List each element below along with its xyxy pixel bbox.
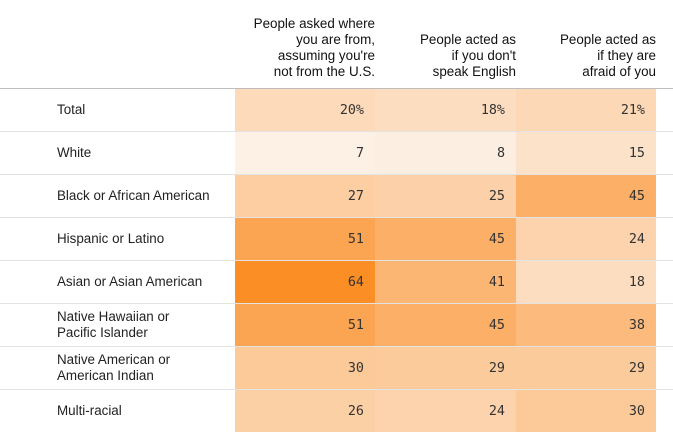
- table-row: Asian or Asian American 64 41 18: [0, 260, 673, 303]
- heatmap-cell: 18%: [375, 89, 516, 131]
- heatmap-table-body: Total 20% 18% 21% White 7 8 15 Black or African …: [0, 88, 673, 432]
- heatmap-cell: 41: [375, 261, 516, 303]
- row-label: Black or African American: [57, 188, 210, 203]
- heatmap-cell: 64: [235, 261, 375, 303]
- heatmap-cell: 24: [375, 390, 516, 432]
- heatmap-cell: 29: [375, 347, 516, 389]
- heatmap-cell: 30: [235, 347, 375, 389]
- heatmap-cell: 29: [516, 347, 656, 389]
- row-label: Asian or Asian American: [57, 274, 203, 289]
- table-row: Multi-racial 26 24 30: [0, 389, 673, 432]
- heatmap-cell: 20%: [235, 89, 375, 131]
- heatmap-cell: 24: [516, 218, 656, 260]
- row-label: Native American or American Indian: [57, 352, 171, 383]
- heatmap-cell: 18: [516, 261, 656, 303]
- heatmap-cell: 7: [235, 132, 375, 174]
- heatmap-cell: 51: [235, 304, 375, 346]
- heatmap-cell: 45: [375, 304, 516, 346]
- heatmap-cell: 45: [375, 218, 516, 260]
- heatmap-cell: 25: [375, 175, 516, 217]
- heatmap-cell: 45: [516, 175, 656, 217]
- row-label: Total: [57, 102, 86, 117]
- heatmap-cell: 27: [235, 175, 375, 217]
- heatmap-cell: 51: [235, 218, 375, 260]
- table-header: People asked where you are from, assumin…: [0, 0, 673, 88]
- row-label: White: [57, 145, 92, 160]
- row-label: Native Hawaiian or Pacific Islander: [57, 309, 170, 340]
- column-header-dont-speak-english: People acted as if you don't speak Engli…: [419, 32, 516, 79]
- table-row: Black or African American 27 25 45: [0, 174, 673, 217]
- column-header-asked-where-from: People asked where you are from, assumin…: [253, 16, 375, 79]
- row-label: Multi-racial: [57, 403, 122, 418]
- heatmap-cell: 21%: [516, 89, 656, 131]
- row-label: Hispanic or Latino: [57, 231, 165, 246]
- heatmap-cell: 8: [375, 132, 516, 174]
- heatmap-cell: 15: [516, 132, 656, 174]
- heatmap-cell: 30: [516, 390, 656, 432]
- heatmap-cell: 26: [235, 390, 375, 432]
- column-header-afraid-of-you: People acted as if they are afraid of yo…: [559, 32, 656, 79]
- table-row: Hispanic or Latino 51 45 24: [0, 217, 673, 260]
- table-row: White 7 8 15: [0, 131, 673, 174]
- table-row: Native Hawaiian or Pacific Islander 51 45 3…: [0, 303, 673, 346]
- heatmap-cell: 38: [516, 304, 656, 346]
- table-row: Total 20% 18% 21%: [0, 88, 673, 131]
- table-row: Native American or American Indian 30 29 29: [0, 346, 673, 389]
